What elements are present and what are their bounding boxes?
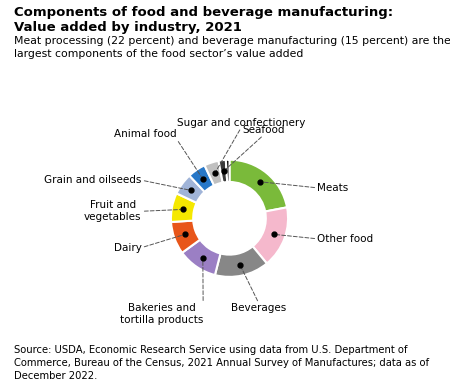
Wedge shape — [230, 160, 287, 211]
Text: Animal food: Animal food — [114, 129, 177, 139]
Text: Beverages: Beverages — [231, 303, 286, 313]
Wedge shape — [171, 193, 197, 222]
Wedge shape — [205, 161, 223, 185]
Text: Meats: Meats — [317, 183, 349, 193]
Text: Value added by industry, 2021: Value added by industry, 2021 — [14, 21, 241, 34]
Wedge shape — [182, 240, 220, 275]
Text: Sugar and confectionery: Sugar and confectionery — [177, 118, 306, 128]
Wedge shape — [226, 160, 230, 182]
Wedge shape — [215, 246, 267, 277]
Text: Fruit and
vegetables: Fruit and vegetables — [84, 200, 142, 222]
Wedge shape — [171, 221, 200, 253]
Wedge shape — [176, 176, 205, 203]
Text: Seafood: Seafood — [242, 125, 285, 135]
Text: Bakeries and
tortilla products: Bakeries and tortilla products — [120, 303, 203, 325]
Text: Components of food and beverage manufacturing:: Components of food and beverage manufact… — [14, 6, 392, 19]
Wedge shape — [189, 165, 214, 192]
Text: Source: USDA, Economic Research Service using data from U.S. Department of
Comme: Source: USDA, Economic Research Service … — [14, 345, 428, 381]
Text: Meat processing (22 percent) and beverage manufacturing (15 percent) are the
lar: Meat processing (22 percent) and beverag… — [14, 36, 450, 59]
Text: Other food: Other food — [317, 234, 374, 244]
Text: Grain and oilseeds: Grain and oilseeds — [44, 175, 142, 185]
Wedge shape — [219, 160, 227, 183]
Text: Dairy: Dairy — [114, 242, 142, 253]
Wedge shape — [252, 207, 288, 264]
